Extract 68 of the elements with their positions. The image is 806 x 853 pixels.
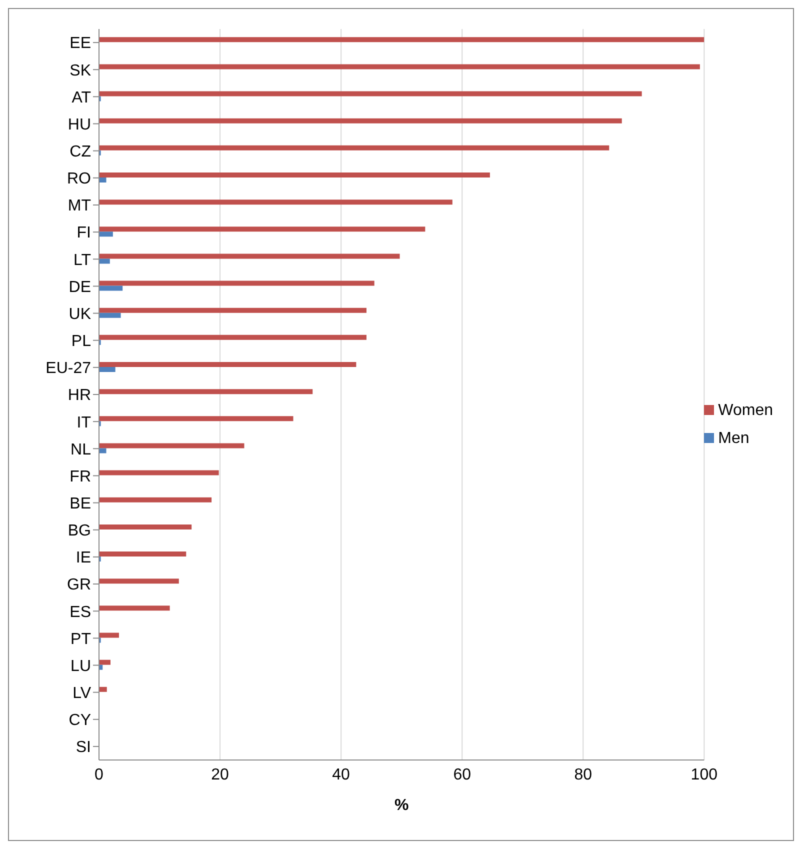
bar: [99, 312, 121, 318]
bar: [99, 497, 212, 502]
y-tick-label: UK: [68, 306, 92, 323]
x-tick-label: 80: [574, 766, 592, 784]
y-tick-label: SI: [76, 739, 91, 756]
bar: [99, 334, 366, 340]
bar: [99, 367, 116, 372]
bar: [99, 226, 426, 232]
y-tick-label: GR: [67, 576, 91, 594]
x-axis-title: %: [394, 797, 409, 814]
y-tick-label: LV: [72, 684, 92, 702]
y-tick-label: CZ: [70, 144, 92, 161]
bar: [99, 118, 622, 124]
bar: [99, 64, 700, 70]
y-tick-label: HU: [68, 116, 91, 134]
bar: [99, 389, 313, 394]
y-tick-label: BE: [70, 495, 91, 512]
x-tick-label: 40: [332, 766, 350, 784]
bar: [99, 686, 107, 692]
x-tick-label: 20: [211, 766, 230, 784]
y-tick-label: SK: [70, 62, 92, 80]
y-tick-label: HR: [68, 387, 91, 404]
y-tick-label: EU-27: [46, 360, 92, 378]
y-tick-label: BG: [68, 522, 91, 540]
bar: [99, 660, 110, 665]
bar: [99, 177, 106, 182]
x-tick-label: 60: [453, 766, 472, 784]
y-tick-label: PT: [70, 630, 92, 648]
y-tick-label: AT: [72, 89, 92, 106]
bar: [99, 286, 123, 291]
bar: [99, 37, 704, 42]
x-tick-label: 0: [94, 766, 104, 784]
bar: [99, 258, 110, 264]
bar: [99, 254, 400, 259]
bar: [99, 280, 374, 286]
legend-label: Women: [718, 402, 773, 418]
bar: [99, 632, 119, 638]
bar: [99, 172, 490, 178]
y-tick-label: LU: [70, 658, 91, 675]
y-tick-label: FI: [76, 224, 91, 242]
y-tick-label: IT: [76, 414, 92, 432]
y-tick-label: IE: [76, 550, 91, 567]
bar: [99, 362, 356, 368]
bar: [99, 416, 294, 422]
y-tick-label: DE: [68, 278, 91, 296]
y-tick-label: FR: [70, 468, 91, 486]
y-tick-label: CY: [68, 712, 92, 730]
bar: [99, 145, 610, 150]
bar: [99, 552, 186, 557]
bar: [99, 308, 366, 313]
y-tick-label: EE: [70, 35, 91, 52]
y-tick-label: MT: [68, 198, 92, 215]
bar: [99, 578, 179, 584]
bar: [99, 232, 113, 237]
bar: [99, 200, 452, 205]
bar: [99, 470, 219, 476]
bar: [99, 448, 106, 454]
y-tick-label: PL: [71, 333, 92, 350]
y-tick-label: NL: [70, 441, 92, 458]
y-tick-label: RO: [67, 170, 91, 188]
legend-label: Men: [718, 430, 750, 446]
y-tick-label: ES: [70, 604, 91, 621]
x-tick-label: 100: [690, 766, 718, 784]
bar: [99, 443, 244, 448]
bar: [99, 606, 170, 611]
bar: [99, 524, 192, 530]
y-tick-label: LT: [74, 252, 92, 269]
bar: [99, 91, 642, 96]
